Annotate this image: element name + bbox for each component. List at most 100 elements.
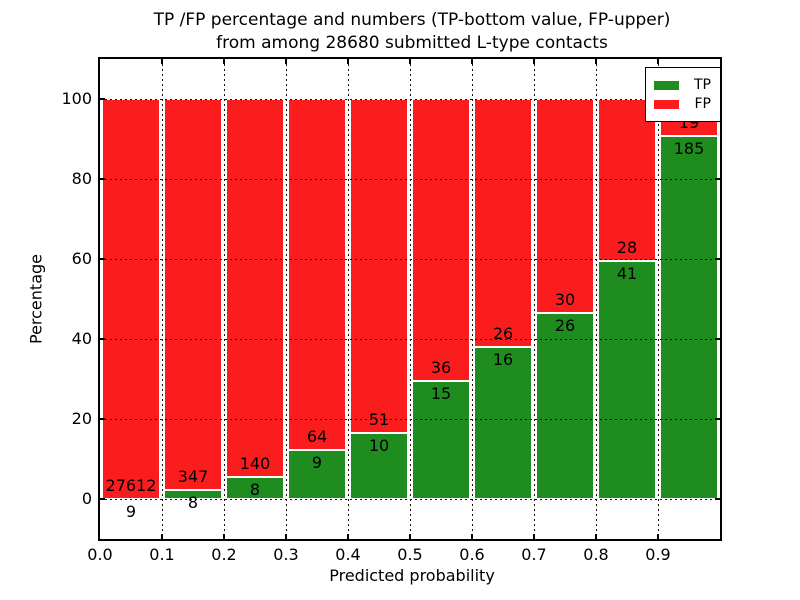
- bar-fp-segment: [536, 99, 594, 314]
- bar-fp-segment: [598, 99, 656, 262]
- bar-fp-segment: [164, 99, 222, 490]
- fp-count-label: 26: [492, 323, 514, 343]
- x-tick-mark-top: [347, 59, 349, 64]
- fp-legend-swatch: [654, 99, 679, 109]
- x-tick-mark-bottom: [285, 534, 287, 539]
- x-tick-label: 0.8: [583, 545, 609, 564]
- tp-count-label: 41: [616, 264, 638, 284]
- x-tick-label: 0.6: [459, 545, 485, 564]
- horizontal-gridline: [100, 418, 720, 420]
- horizontal-gridline: [100, 338, 720, 340]
- bar-tp-segment: [350, 433, 408, 499]
- x-tick-mark-top: [657, 59, 659, 64]
- x-tick-mark-bottom: [161, 534, 163, 539]
- y-tick-label: 20: [71, 409, 92, 428]
- bar-tp-segment: [412, 381, 470, 499]
- x-tick-label: 0.0: [87, 545, 113, 564]
- x-tick-label: 0.3: [273, 545, 299, 564]
- vertical-gridline: [161, 59, 163, 539]
- bar-tp-segment: [288, 449, 346, 499]
- legend: TP FP: [645, 67, 721, 122]
- fp-count-label: 28: [616, 238, 638, 258]
- x-tick-mark-bottom: [409, 534, 411, 539]
- x-tick-mark-top: [223, 59, 225, 64]
- fp-count-label: 51: [368, 410, 390, 430]
- bar-fp-segment: [350, 99, 408, 434]
- bar-tp-segment: [226, 477, 284, 499]
- x-tick-label: 0.2: [211, 545, 237, 564]
- bar-tp-segment: [164, 489, 222, 499]
- x-tick-label: 0.4: [335, 545, 361, 564]
- fp-count-label: 27612: [105, 475, 157, 495]
- vertical-gridline: [533, 59, 535, 539]
- y-tick-mark-left: [100, 418, 105, 420]
- horizontal-gridline: [100, 258, 720, 260]
- fp-count-label: 64: [306, 426, 328, 446]
- fp-count-label: 36: [430, 358, 452, 378]
- fp-count-label: 347: [177, 466, 209, 486]
- plot-area: 27612 9 347 8 140 8 64 9 51 10 36 15 26 16 30 26 28 41 19 1…: [98, 57, 722, 541]
- x-tick-mark-bottom: [657, 534, 659, 539]
- y-tick-mark-left: [100, 98, 105, 100]
- vertical-gridline: [347, 59, 349, 539]
- legend-item-tp: TP: [654, 77, 711, 93]
- chart-title-line1: TP /FP percentage and numbers (TP-bottom…: [153, 10, 671, 30]
- x-tick-label: 0.5: [397, 545, 423, 564]
- y-tick-mark-left: [100, 258, 105, 260]
- horizontal-gridline: [100, 178, 720, 180]
- bar-fp-segment: [474, 99, 532, 347]
- x-tick-label: 0.9: [645, 545, 671, 564]
- tp-legend-swatch: [654, 80, 679, 90]
- x-tick-mark-bottom: [223, 534, 225, 539]
- y-tick-mark-right: [715, 498, 720, 500]
- tp-legend-label: TP: [694, 77, 711, 93]
- vertical-gridline: [657, 59, 659, 539]
- bar-tp-segment: [598, 261, 656, 499]
- bar-fp-segment: [412, 99, 470, 382]
- x-tick-mark-bottom: [533, 534, 535, 539]
- vertical-gridline: [595, 59, 597, 539]
- y-tick-mark-left: [100, 178, 105, 180]
- tp-count-label: 10: [368, 436, 390, 456]
- y-tick-label: 60: [71, 249, 92, 268]
- x-tick-mark-top: [533, 59, 535, 64]
- x-tick-mark-bottom: [347, 534, 349, 539]
- horizontal-gridline: [100, 98, 720, 100]
- y-tick-label: 80: [71, 169, 92, 188]
- tp-count-label: 16: [492, 349, 514, 369]
- y-tick-mark-right: [715, 258, 720, 260]
- chart-title: TP /FP percentage and numbers (TP-bottom…: [102, 9, 722, 55]
- y-tick-label: 100: [61, 89, 92, 108]
- bar-tp-segment: [474, 346, 532, 499]
- tp-count-label: 185: [673, 139, 705, 159]
- vertical-gridline: [223, 59, 225, 539]
- x-tick-mark-top: [161, 59, 163, 64]
- x-tick-mark-top: [595, 59, 597, 64]
- fp-count-label: 140: [239, 454, 271, 474]
- x-tick-mark-top: [285, 59, 287, 64]
- legend-item-fp: FP: [654, 96, 711, 112]
- y-tick-mark-right: [715, 338, 720, 340]
- tp-count-label: 9: [311, 452, 323, 472]
- y-tick-mark-left: [100, 498, 105, 500]
- vertical-gridline: [409, 59, 411, 539]
- vertical-gridline: [285, 59, 287, 539]
- bar-fp-segment: [288, 99, 346, 450]
- x-axis-label: Predicted probability: [329, 566, 495, 585]
- tp-count-label: 8: [187, 492, 199, 512]
- x-tick-mark-top: [471, 59, 473, 64]
- chart-title-line2: from among 28680 submitted L-type contac…: [216, 33, 608, 53]
- x-tick-mark-bottom: [471, 534, 473, 539]
- horizontal-gridline: [100, 498, 720, 500]
- y-tick-mark-left: [100, 338, 105, 340]
- y-tick-label: 40: [71, 329, 92, 348]
- tp-count-label: 9: [125, 501, 137, 521]
- x-tick-mark-top: [409, 59, 411, 64]
- tp-count-label: 26: [554, 316, 576, 336]
- tp-count-label: 15: [430, 384, 452, 404]
- vertical-gridline: [471, 59, 473, 539]
- bar-tp-segment: [660, 136, 718, 499]
- bar-fp-segment: [102, 99, 160, 499]
- fp-count-label: 30: [554, 290, 576, 310]
